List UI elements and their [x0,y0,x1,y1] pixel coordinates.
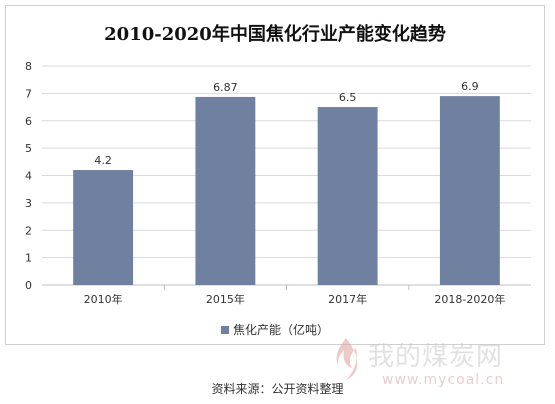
flame-logo-icon [336,338,358,380]
y-tick-label: 5 [25,142,32,155]
y-tick-label: 3 [25,197,32,210]
watermark: 我的煤炭网 www.mycoal.cn [330,332,550,392]
chart-title: 2010-2020年中国焦化行业产能变化趋势 [104,24,446,45]
y-tick-label: 2 [25,224,32,237]
x-tick-label: 2017年 [328,292,367,306]
data-label: 6.87 [213,81,238,94]
y-tick-label: 6 [25,115,32,128]
legend: 焦化产能（亿吨） [6,321,544,338]
x-tick-label: 2018-2020年 [434,292,505,306]
bar [195,96,256,285]
legend-swatch [220,325,229,334]
watermark-url: www.mycoal.cn [382,372,505,388]
bar [317,107,378,285]
chart-frame: 2010-2020年中国焦化行业产能变化趋势 0 1 2 3 4 5 6 7 8 4.2 2010年… [5,5,545,345]
y-tick-label: 7 [25,87,32,100]
y-tick-label: 4 [25,170,32,183]
x-tick-label: 2010年 [84,292,123,306]
data-label: 4.2 [94,154,112,167]
bar-chart: 0 1 2 3 4 5 6 7 8 4.2 2010年 6.87 2015年 6.5 2017年 6.9 201… [25,60,531,306]
legend-label: 焦化产能（亿吨） [232,323,329,337]
watermark-text: 我的煤炭网 [368,342,504,372]
bar [73,170,134,285]
source-note: 资料来源：公开资料整理 [211,382,344,396]
bar [439,96,500,285]
y-tick-label: 1 [25,252,32,265]
y-tick-label: 0 [25,279,32,292]
data-label: 6.5 [339,91,357,104]
y-tick-label: 8 [25,60,32,73]
x-tick-label: 2015年 [206,292,245,306]
data-label: 6.9 [461,80,479,93]
